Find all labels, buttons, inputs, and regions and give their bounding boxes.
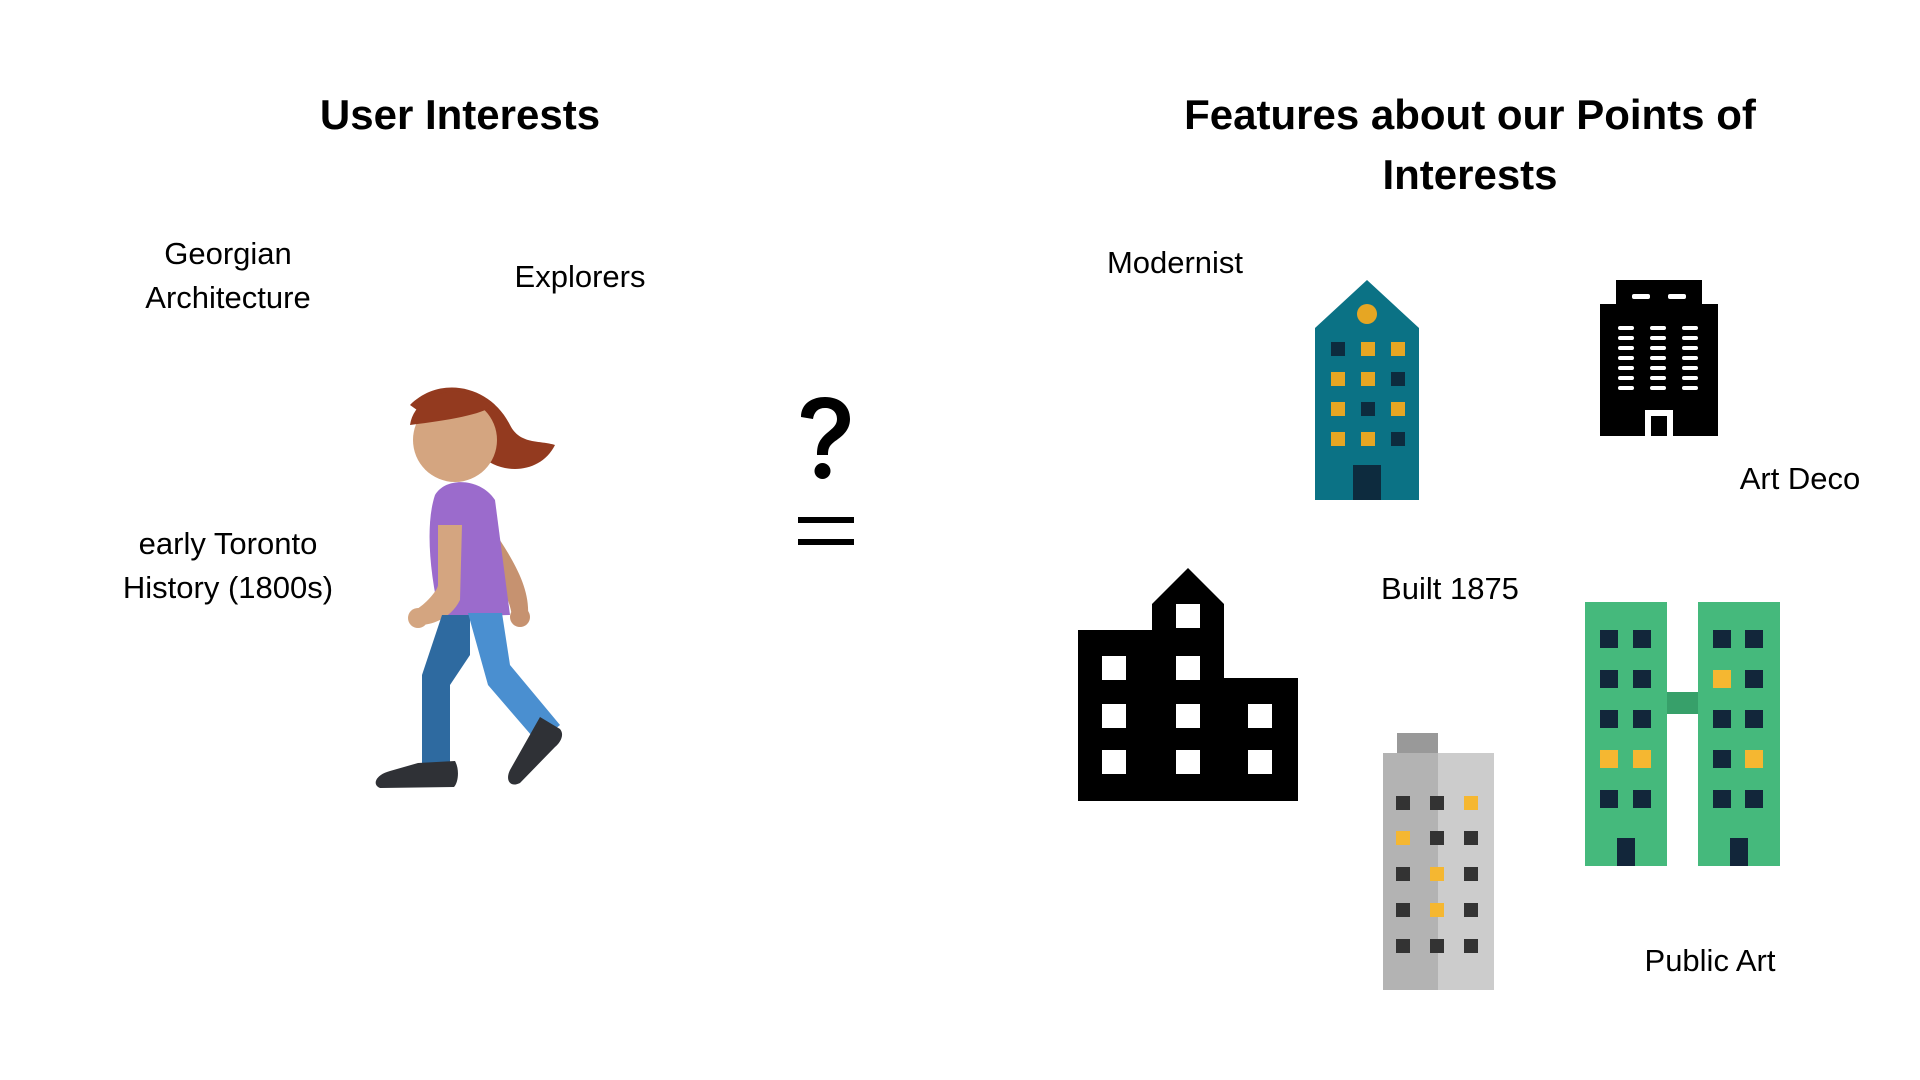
- interest-georgian-architecture: Georgian Architecture: [98, 232, 358, 320]
- poi-features-heading-line2: Interests: [1382, 151, 1558, 198]
- feature-public-art: Public Art: [1644, 943, 1776, 978]
- interest-georgian-line1: Georgian: [164, 236, 292, 271]
- interest-toronto-line2: History (1800s): [122, 570, 334, 605]
- interest-early-toronto-history: early Toronto History (1800s): [98, 522, 358, 610]
- black-office-building-icon: [1600, 280, 1718, 436]
- user-interests-heading: User Interests: [319, 91, 601, 138]
- interest-toronto-line1: early Toronto: [138, 526, 318, 561]
- feature-built-1875: Built 1875: [1381, 571, 1519, 606]
- interest-explorers: Explorers: [514, 259, 646, 294]
- walking-person-icon: [375, 387, 563, 788]
- interest-georgian-line2: Architecture: [145, 280, 311, 315]
- green-twin-towers-icon: [1585, 602, 1780, 866]
- gray-tower-building-icon: [1383, 733, 1494, 990]
- poi-features-heading-line1: Features about our Points of: [1184, 91, 1756, 138]
- feature-modernist: Modernist: [1106, 245, 1244, 280]
- question-mark-icon: [801, 397, 850, 479]
- equals-icon: [798, 517, 854, 545]
- black-city-buildings-icon: [1078, 568, 1298, 801]
- poi-features-heading: Features about our Points of Interests: [1105, 85, 1835, 205]
- teal-building-icon: [1315, 280, 1419, 500]
- feature-art-deco: Art Deco: [1739, 461, 1861, 496]
